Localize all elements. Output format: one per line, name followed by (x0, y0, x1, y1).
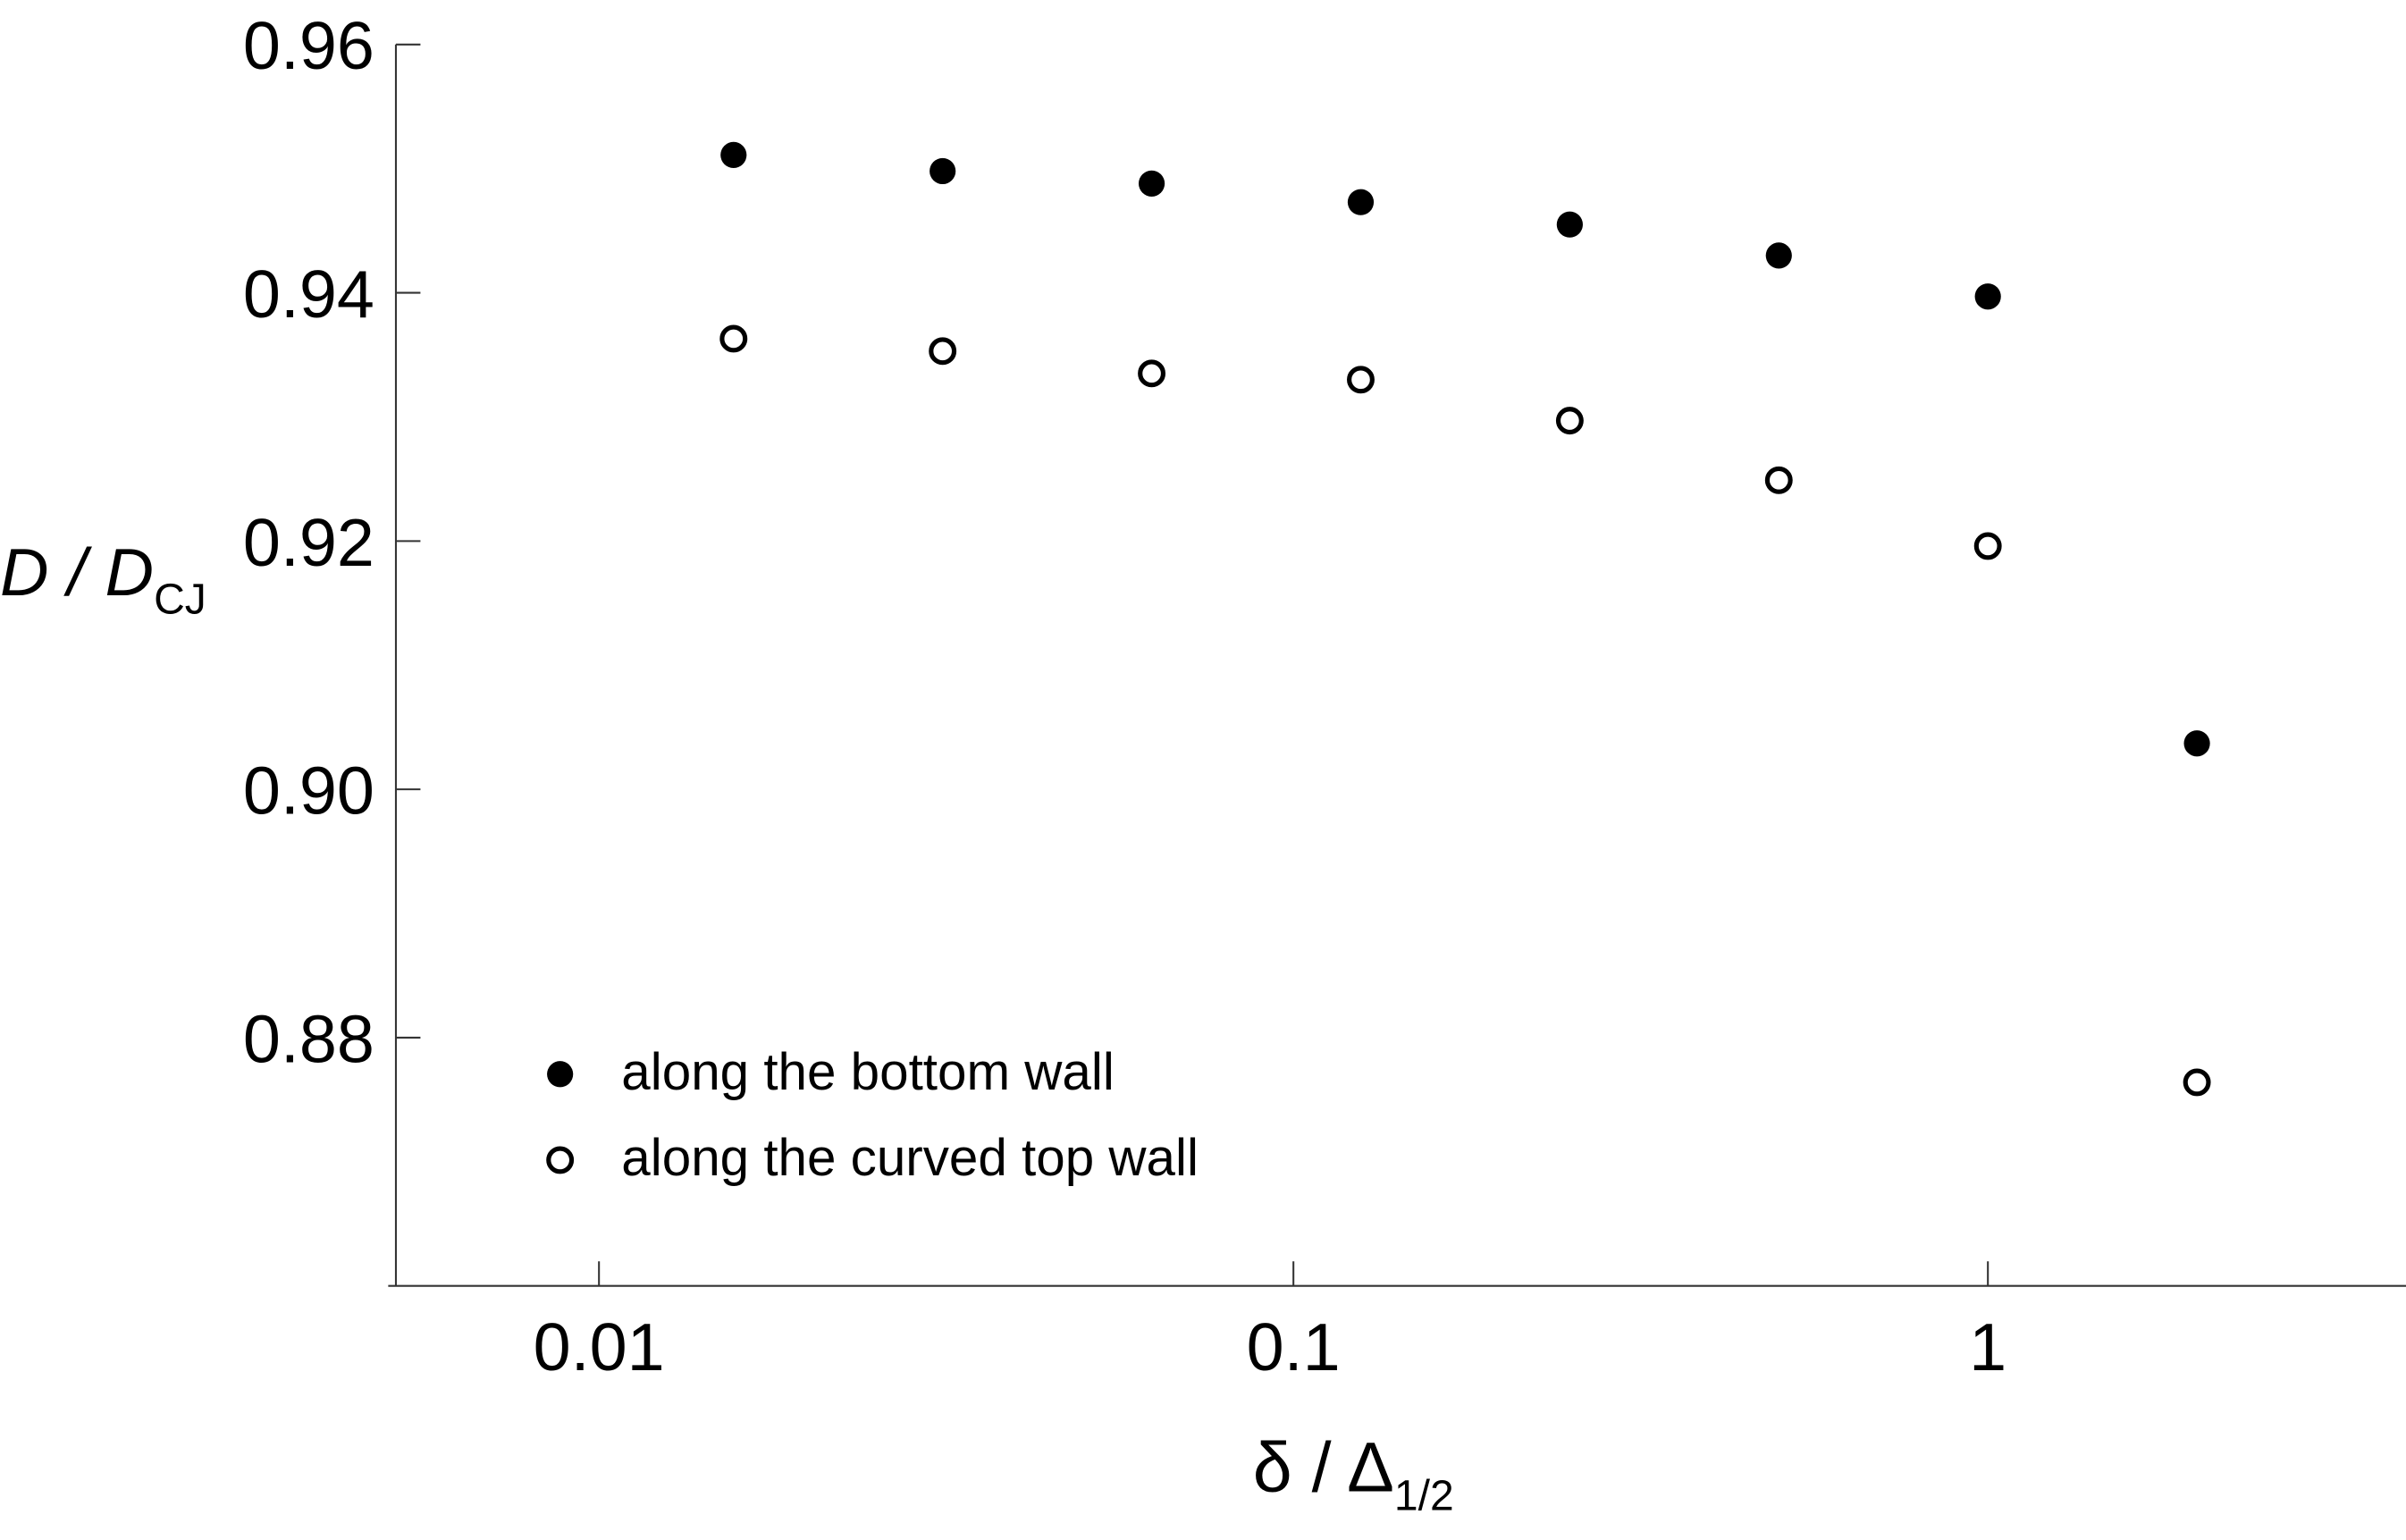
y-tick-label: 0.90 (243, 754, 374, 829)
point (719, 324, 748, 353)
legend-marker (547, 1061, 574, 1088)
point (930, 157, 956, 185)
x-label-main: δ / Δ (1253, 1428, 1394, 1507)
point (1765, 242, 1792, 269)
y-tick-label: 0.88 (243, 1002, 374, 1077)
x-axis-label: δ / Δ1/2 (1253, 1428, 1454, 1520)
point (1138, 359, 1166, 388)
y-tick-label: 0.94 (243, 257, 374, 332)
y-tick-label: 0.96 (243, 9, 374, 84)
x-tick-label: 0.1 (1247, 1310, 1341, 1385)
point (929, 337, 957, 366)
point (1555, 407, 1584, 435)
x-tick-label: 0.01 (534, 1310, 665, 1385)
point (1347, 189, 1375, 215)
y-axis-label: D / DCJ (0, 535, 206, 624)
point (720, 141, 747, 168)
point (2183, 1068, 2211, 1097)
x-label-sub: 1/2 (1394, 1471, 1454, 1519)
point (1138, 170, 1165, 197)
y-tick-label: 0.92 (243, 506, 374, 581)
point (1556, 211, 1583, 238)
point (1347, 366, 1375, 394)
point (1974, 283, 2001, 310)
legend-label: along the curved top wall (621, 1129, 1199, 1187)
x-tick-label: 1 (1969, 1310, 2006, 1385)
legend-label: along the bottom wall (621, 1043, 1115, 1101)
point (1764, 466, 1793, 494)
point (2183, 730, 2210, 757)
legend-marker (546, 1146, 575, 1174)
y-label-sub: CJ (154, 576, 206, 624)
point (1973, 532, 2002, 560)
y-label-main: D / D (0, 535, 154, 610)
